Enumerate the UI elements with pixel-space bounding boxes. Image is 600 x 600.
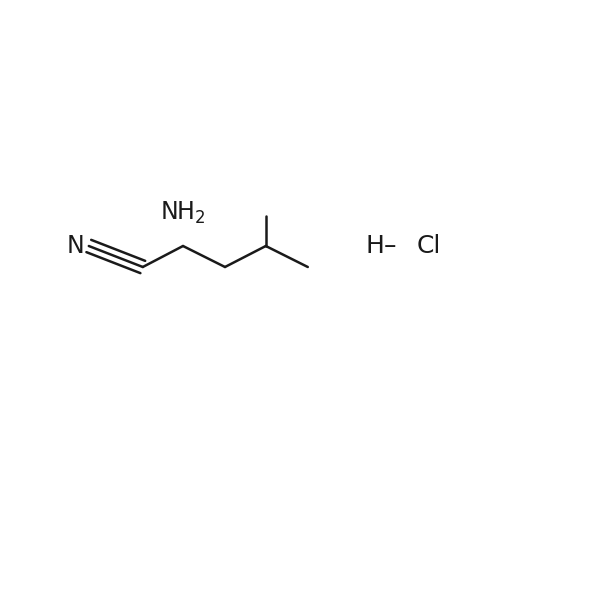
Text: –: – bbox=[384, 234, 396, 258]
Text: NH$_2$: NH$_2$ bbox=[160, 200, 206, 226]
Text: Cl: Cl bbox=[417, 234, 442, 258]
Text: H: H bbox=[365, 234, 384, 258]
Text: N: N bbox=[67, 234, 85, 258]
